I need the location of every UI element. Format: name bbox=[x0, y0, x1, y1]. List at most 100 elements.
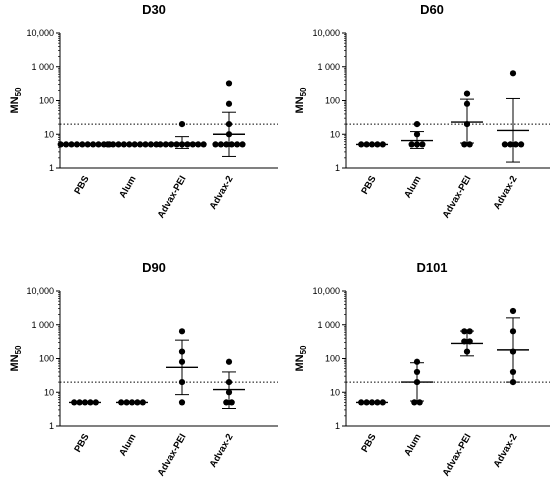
group-pbs bbox=[69, 399, 101, 406]
y-axis-label-subscript: 50 bbox=[299, 345, 308, 354]
data-point bbox=[157, 141, 164, 148]
data-point bbox=[225, 100, 233, 107]
data-point bbox=[416, 399, 423, 406]
y-axis-label: MN50 bbox=[294, 87, 308, 114]
data-point bbox=[110, 141, 117, 148]
panel-d101: D101 MN50 1 10 100 1 000 10,000 PBS Alum Advax-PE… bbox=[294, 260, 550, 477]
y-tick-label: 1 bbox=[335, 421, 340, 431]
group-advax-2 bbox=[497, 307, 529, 386]
data-point bbox=[507, 141, 514, 148]
y-tick-label: 1 000 bbox=[31, 62, 54, 72]
y-tick-label: 10 bbox=[44, 387, 54, 397]
y-axis-label-text: MN bbox=[9, 354, 21, 371]
x-tick-label: Advax-2 bbox=[492, 432, 520, 470]
data-point bbox=[178, 328, 186, 335]
data-point bbox=[178, 120, 186, 128]
group-pbs bbox=[57, 141, 113, 148]
x-tick-label: Advax-PEI bbox=[156, 432, 189, 477]
data-point bbox=[411, 399, 418, 406]
y-tick-label: 10,000 bbox=[312, 286, 340, 296]
x-tick-label: Advax-PEI bbox=[441, 432, 474, 477]
group-advax-2 bbox=[497, 70, 529, 163]
data-point bbox=[413, 120, 421, 128]
data-point bbox=[200, 141, 207, 148]
x-tick-label: Advax-2 bbox=[492, 174, 520, 212]
data-point bbox=[195, 141, 202, 148]
y-tick-label: 1 bbox=[49, 421, 54, 431]
panel-title: D101 bbox=[416, 260, 447, 275]
data-point bbox=[162, 141, 169, 148]
x-tick-label: PBS bbox=[72, 432, 91, 454]
data-point bbox=[509, 307, 517, 315]
y-tick-label: 1 000 bbox=[317, 320, 340, 330]
y-tick-label: 100 bbox=[325, 354, 340, 364]
data-point bbox=[413, 358, 421, 365]
data-point bbox=[217, 141, 224, 148]
x-tick-label: Advax-PEI bbox=[156, 174, 189, 220]
x-tick-label: Alum bbox=[402, 174, 423, 200]
x-tick-label: PBS bbox=[359, 432, 378, 454]
group-alum bbox=[401, 120, 433, 149]
y-axis-label-subscript: 50 bbox=[14, 87, 23, 96]
y-tick-label: 1 000 bbox=[317, 62, 340, 72]
panel-title: D30 bbox=[142, 2, 166, 17]
group-advax-pei bbox=[157, 120, 207, 149]
y-tick-label: 10,000 bbox=[312, 28, 340, 38]
data-point bbox=[228, 399, 235, 406]
y-axis-label-text: MN bbox=[294, 354, 306, 371]
y-tick-label: 1 000 bbox=[31, 320, 54, 330]
y-axis-label: MN50 bbox=[9, 345, 23, 372]
data-point bbox=[173, 141, 180, 148]
group-advax-pei bbox=[451, 328, 483, 357]
data-point bbox=[223, 141, 230, 148]
y-tick-label: 10,000 bbox=[26, 28, 54, 38]
group-advax-pei bbox=[451, 90, 483, 148]
x-tick-label: Alum bbox=[402, 432, 423, 458]
data-point bbox=[463, 90, 471, 97]
group-advax-pei bbox=[166, 328, 198, 406]
data-point bbox=[225, 80, 233, 87]
data-point bbox=[408, 141, 415, 148]
data-point bbox=[184, 141, 191, 148]
data-point bbox=[212, 141, 219, 148]
panel-d30: D30 MN50 1 10 100 1 000 10,000 PBS Alum Advax-PEI… bbox=[9, 2, 278, 220]
y-tick-label: 1 bbox=[49, 163, 54, 173]
panel-d90: D90 MN50 1 10 100 1 000 10,000 PBS Alum Advax-PEI… bbox=[9, 260, 278, 477]
x-tick-label: PBS bbox=[359, 174, 378, 196]
x-tick-label: Alum bbox=[117, 174, 138, 200]
group-pbs bbox=[356, 399, 388, 406]
panel-title: D90 bbox=[142, 260, 166, 275]
data-point bbox=[225, 358, 233, 365]
group-pbs bbox=[356, 141, 388, 148]
y-tick-label: 10 bbox=[330, 387, 340, 397]
y-axis-label: MN50 bbox=[294, 345, 308, 372]
group-advax-2 bbox=[213, 358, 245, 410]
y-tick-label: 10 bbox=[44, 129, 54, 139]
data-point bbox=[63, 141, 70, 148]
data-point bbox=[512, 141, 519, 148]
data-point bbox=[501, 141, 508, 148]
data-point bbox=[466, 141, 473, 148]
y-tick-label: 100 bbox=[325, 96, 340, 106]
y-axis-label: MN50 bbox=[9, 87, 23, 114]
group-alum bbox=[401, 358, 433, 406]
data-point bbox=[239, 141, 246, 148]
data-point bbox=[509, 70, 517, 77]
x-tick-label: PBS bbox=[72, 174, 91, 196]
y-axis-label-text: MN bbox=[9, 96, 21, 113]
y-tick-label: 10,000 bbox=[26, 286, 54, 296]
x-tick-label: Alum bbox=[117, 432, 138, 458]
data-point bbox=[168, 141, 175, 148]
data-point bbox=[147, 141, 154, 148]
data-point bbox=[228, 141, 235, 148]
x-tick-label: Advax-2 bbox=[208, 174, 236, 212]
data-point bbox=[57, 141, 64, 148]
data-point bbox=[223, 399, 230, 406]
data-point bbox=[234, 141, 241, 148]
y-axis-label-text: MN bbox=[294, 96, 306, 113]
group-alum bbox=[104, 141, 160, 148]
y-axis-label-subscript: 50 bbox=[299, 87, 308, 96]
y-tick-label: 100 bbox=[39, 96, 54, 106]
x-tick-label: Advax-2 bbox=[208, 432, 236, 470]
